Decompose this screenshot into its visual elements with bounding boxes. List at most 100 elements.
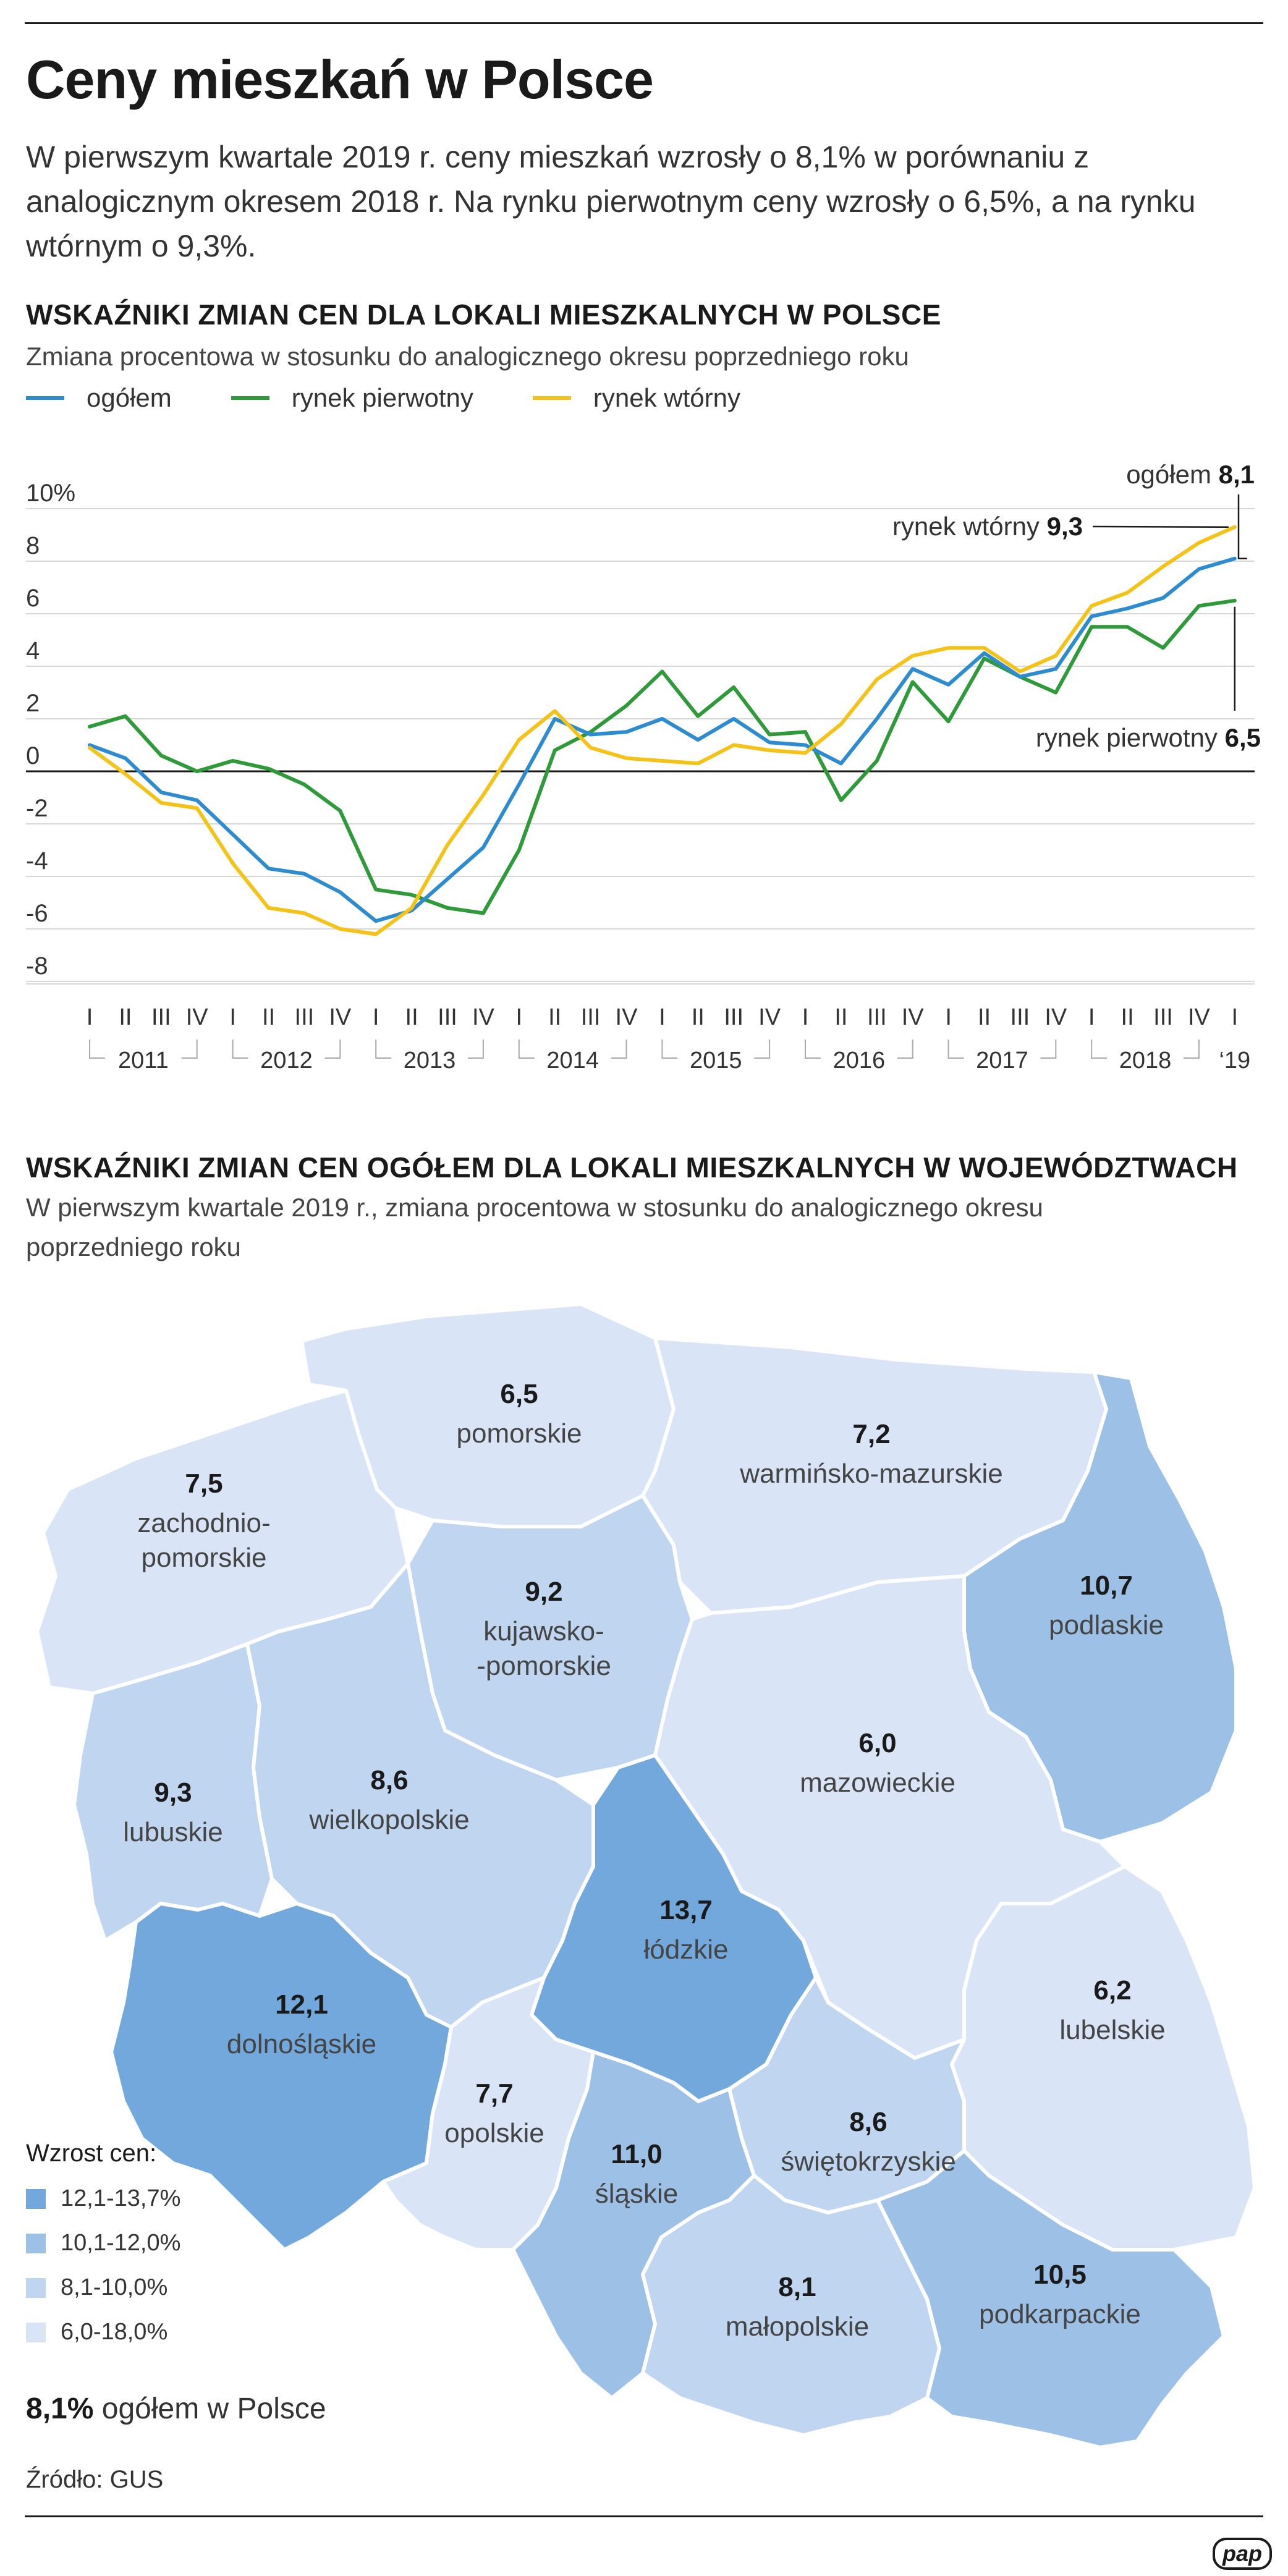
map-legend-label: 12,1-13,7% — [61, 2185, 181, 2211]
year-bracket-gap — [534, 1048, 611, 1069]
x-tick-label: II — [548, 1004, 561, 1030]
series-line-wtorny — [88, 525, 1237, 936]
x-tick-label: III — [867, 1004, 887, 1030]
y-tick-label: 4 — [26, 637, 40, 664]
region-name: małopolskie — [726, 2311, 869, 2342]
x-year-label: ‘19 — [1219, 1048, 1250, 1074]
x-year-label: 2018 — [1119, 1048, 1172, 1074]
year-bracket-gap — [391, 1048, 468, 1069]
series-line-pierwotny — [88, 598, 1237, 915]
x-year-label: 2013 — [404, 1048, 456, 1074]
map-legend-row: 10,1-12,0% — [26, 2230, 180, 2256]
line-chart: 10% 8 6 4 2 0 -2 -4 -6 -8 ogółem 8,1 rynek wtórny … — [26, 460, 1261, 1074]
x-tick-label: I — [802, 1004, 809, 1030]
region-value: 13,7 — [659, 1895, 713, 1925]
lead-text: W pierwszym kwartale 2019 r. ceny mieszk… — [26, 140, 1196, 263]
x-tick-label: III — [1010, 1004, 1030, 1030]
x-tick-label: I — [373, 1004, 379, 1030]
x-tick-label: IV — [472, 1004, 495, 1030]
legend-label-wtorny: rynek wtórny — [593, 383, 740, 412]
year-bracket-gap — [1107, 1048, 1184, 1069]
y-tick-label: -6 — [26, 900, 48, 927]
x-tick-label: II — [119, 1004, 132, 1030]
map-legend-swatch — [26, 2188, 46, 2209]
region-name: podkarpackie — [979, 2299, 1141, 2329]
legend-item-pierwotny: rynek pierwotny — [231, 383, 473, 413]
region-name: pomorskie — [142, 1543, 267, 1573]
annotation-pierwotny: rynek pierwotny 6,5 — [1036, 723, 1261, 752]
region-podkarpackie — [876, 2149, 1226, 2449]
x-tick-label: I — [945, 1004, 952, 1030]
x-tick-label: III — [438, 1004, 457, 1030]
x-tick-label: II — [834, 1004, 847, 1030]
legend-label-pierwotny: rynek pierwotny — [291, 383, 473, 412]
region-name: lubelskie — [1059, 2015, 1165, 2045]
y-tick-label: 2 — [26, 690, 40, 717]
x-tick-label: II — [692, 1004, 705, 1030]
x-year-label: 2017 — [976, 1048, 1028, 1074]
map-legend-swatch — [26, 2277, 46, 2298]
x-tick-label: I — [87, 1004, 93, 1030]
x-tick-label: III — [1153, 1004, 1173, 1030]
source-note: Źródło: GUS — [26, 2466, 164, 2493]
region-name: dolnośląskie — [227, 2029, 376, 2059]
map-legend-swatch — [26, 2322, 46, 2342]
y-tick-label: 0 — [26, 742, 40, 769]
x-tick-label: II — [1121, 1004, 1134, 1030]
y-tick-label: -2 — [26, 795, 48, 822]
x-year-label: 2011 — [118, 1048, 169, 1074]
x-tick-label: IV — [186, 1004, 209, 1030]
region-name: kujawsko- — [483, 1616, 604, 1646]
region-value: 6,5 — [500, 1379, 538, 1409]
map-legend-row: 8,1-10,0% — [26, 2274, 167, 2301]
region-name: warmińsko-mazurskie — [739, 1459, 1002, 1489]
map-subtitle: W pierwszym kwartale 2019 r., zmiana pro… — [26, 1193, 1043, 1261]
x-tick-label: IV — [616, 1004, 638, 1030]
map-legend-swatch — [26, 2233, 46, 2253]
summary-value: 8,1% — [26, 2392, 94, 2425]
series-line-ogolem — [88, 556, 1237, 923]
legend-item-wtorny: rynek wtórny — [532, 383, 740, 413]
summary-line: 8,1% ogółem w Polsce — [26, 2392, 326, 2426]
region-value: 8,6 — [849, 2107, 887, 2137]
map-legend-label: 10,1-12,0% — [61, 2230, 181, 2256]
region-value: 8,6 — [370, 1765, 408, 1795]
year-bracket-gap — [964, 1048, 1041, 1069]
region-name: świętokrzyskie — [781, 2146, 956, 2177]
region-value: 9,3 — [154, 1777, 192, 1808]
region-name: podlaskie — [1049, 1610, 1164, 1640]
region-value: 9,2 — [525, 1577, 562, 1607]
legend-label-ogolem: ogółem — [87, 383, 172, 412]
x-tick-label: I — [516, 1004, 523, 1030]
map-legend-label: 8,1-10,0% — [61, 2274, 168, 2300]
chart-subtitle: Zmiana procentowa w stosunku do analogic… — [26, 342, 909, 371]
y-tick-label: 6 — [26, 585, 40, 612]
x-tick-label: I — [659, 1004, 666, 1030]
annotation-ogolem: ogółem 8,1 — [1126, 460, 1255, 489]
region-name: pomorskie — [457, 1418, 582, 1449]
x-tick-label: I — [1088, 1004, 1095, 1030]
map-legend-row: 12,1-13,7% — [26, 2185, 180, 2212]
region-value: 10,5 — [1033, 2260, 1087, 2290]
chart-title: WSKAŹNIKI ZMIAN CEN DLA LOKALI MIESZKALN… — [26, 299, 941, 331]
y-tick-label: -8 — [26, 952, 48, 980]
annotation-wtorny: rynek wtórny 9,3 — [892, 512, 1083, 541]
x-year-label: 2014 — [546, 1048, 599, 1074]
y-tick-label: -4 — [26, 847, 48, 875]
region-value: 12,1 — [275, 1989, 328, 2020]
region-name: mazowieckie — [800, 1768, 955, 1798]
region-value: 7,2 — [852, 1419, 890, 1449]
page-title: Ceny mieszkań w Polsce — [26, 49, 654, 110]
legend-item-ogolem: ogółem — [26, 383, 172, 413]
region-value: 11,0 — [611, 2139, 662, 2169]
x-year-label: 2015 — [690, 1048, 742, 1074]
x-tick-label: II — [405, 1004, 418, 1030]
region-name: zachodnio- — [137, 1508, 270, 1538]
x-tick-label: I — [229, 1004, 236, 1030]
region-value: 6,2 — [1093, 1975, 1131, 2006]
summary-text: ogółem w Polsce — [93, 2392, 326, 2425]
x-tick-label: III — [724, 1004, 744, 1030]
map-legend-title: Wzrost cen: — [26, 2140, 157, 2167]
top-rule — [25, 22, 1263, 24]
region-name: opolskie — [444, 2118, 544, 2148]
